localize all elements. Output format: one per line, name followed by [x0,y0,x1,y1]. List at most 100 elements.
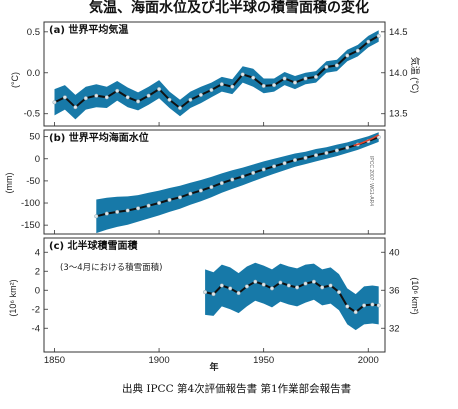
panel-a-data-point [104,95,109,100]
source-caption: 出典 IPCC 第4次評価報告書 第1作業部会報告書 [122,382,351,395]
panel-c-data-point [353,310,358,315]
panel-c-data-point [236,291,241,296]
x-tick-label: 1850 [44,355,65,366]
panel-a-data-point [52,100,57,105]
panel-b-ytick-label: -100 [21,198,40,209]
panel-c-data-point [345,304,350,309]
panel-b-data-point [94,214,99,219]
panel-b-smoothed-line [96,136,380,218]
panel-sea-level: (b) 世界平均海面水位 (mm) IPCC 2007: WG1-AR4 -15… [4,129,386,235]
panel-c-data-point [286,283,291,288]
panel-a-data-point [198,92,203,97]
panel-a-data-point [303,76,308,81]
panel-c-data-point [278,280,283,285]
panel-a-data-point [313,74,319,79]
panel-c-ylabel2: (10⁶ km²) [410,277,420,314]
panel-b-data-point [104,211,109,216]
panel-c-ytick-label: 0 [35,285,40,296]
panel-c-ytick2-label: 36 [389,285,400,296]
panel-c-data-point [376,303,381,308]
panel-c-subtitle: (3～4月における積雪面積) [60,262,162,273]
panel-b-data-point [115,209,120,214]
panel-b-data-point [292,158,298,163]
panel-a-data-point [292,80,298,85]
panel-c-title: (c) 北半球積雪面積 [49,239,139,252]
panel-b-ytick-label: -50 [26,176,40,187]
x-tick-label: 1950 [253,355,274,366]
panel-c-data-point [328,283,333,288]
panel-b-data-point [282,161,287,166]
panel-a-data-point [345,53,350,58]
panel-a-data-point [272,83,277,88]
panel-a-data-point [261,83,266,88]
panel-b-title: (b) 世界平均海面水位 [49,131,149,144]
panel-a-uncertainty-band [54,30,379,120]
panel-a-data-point [177,105,183,111]
panel-c-data-point [253,279,258,284]
panel-a-data-point [251,75,256,80]
x-tick-label: 1900 [148,355,169,366]
panel-a-data-point [334,63,339,68]
x-tick-label: 2000 [358,355,379,366]
panel-a-data-point [115,88,120,93]
panel-b-data-point [261,167,266,172]
panel-a-data-point [188,97,193,102]
panel-a-ytick2-label: 14.0 [389,68,408,79]
panel-a-data-point [376,33,381,38]
panel-c-ytick-label: -4 [32,323,40,334]
panel-a-data-point [136,99,141,104]
panel-a-data-point [219,82,224,87]
panel-a-data-point [125,95,130,100]
panel-a-data-point [157,87,162,92]
panel-a-data-point [282,76,287,81]
panel-b-data-point [324,150,329,156]
panel-a-ytick2-label: 13.5 [389,109,408,120]
panel-snow-cover: (c) 北半球積雪面積 (3～4月における積雪面積) (10⁶ km²) (10… [8,237,420,372]
panel-b-ytick-label: 50 [29,132,40,143]
panel-a-data-point [366,39,371,44]
panel-c-ytick-label: -2 [32,304,40,315]
panel-b-data-point [334,148,339,153]
panel-c-data-point [203,290,208,295]
panel-b-data-point [345,145,350,150]
panel-b-data-point [177,195,183,200]
panel-c-data-point [211,292,216,297]
panel-a-data-point [146,93,151,98]
panel-b-frame [43,129,386,235]
panel-b-data-point [303,155,308,160]
panel-b-data-point [240,174,245,179]
panel-c-data-point [362,303,367,308]
panel-a-ytick2-label: 14.5 [389,27,408,38]
panel-c-data-point [370,302,375,307]
panel-b-data-point [219,181,224,186]
panel-temperature: (a) 世界平均気温 (°C) 気温 (°C) -0.5 0.0 0.5 13.5 14… [10,21,421,127]
panel-a-data-point [94,93,99,98]
panel-b-data-point [188,191,193,196]
panel-b-data-point [136,206,141,211]
panel-c-data-point [261,282,266,287]
panel-b-data-point [230,177,235,182]
panel-a-data-point [83,96,88,101]
panel-b-data-point [146,203,151,208]
panel-b-ytick-label: -150 [21,220,40,231]
panel-c-ytick-label: 4 [35,247,40,258]
panel-b-data-point [272,164,277,169]
panel-b-ytick-label: 0 [35,154,40,165]
panel-c-data-point [295,285,300,290]
panel-c-data-point [228,286,233,291]
panel-a-ytick-label: 0.5 [27,27,40,38]
panel-c-data-point [311,279,316,284]
panel-a-data-point [209,87,214,93]
figure-title: 気温、海面水位及び北半球の積雪面積の変化 [89,0,369,16]
panel-b-data-point [157,200,162,206]
panel-b-data-point [313,153,319,158]
panel-a-data-point [73,105,78,110]
panel-b-data-point [125,208,130,213]
panel-a-ylabel2: 気温 (°C) [410,57,421,94]
panel-c-ytick2-label: 40 [389,247,400,258]
x-axis-label: 年 [209,361,218,372]
panel-a-data-point [240,72,245,77]
panel-c-data-point [336,290,342,295]
panel-a-data-point [355,48,360,53]
